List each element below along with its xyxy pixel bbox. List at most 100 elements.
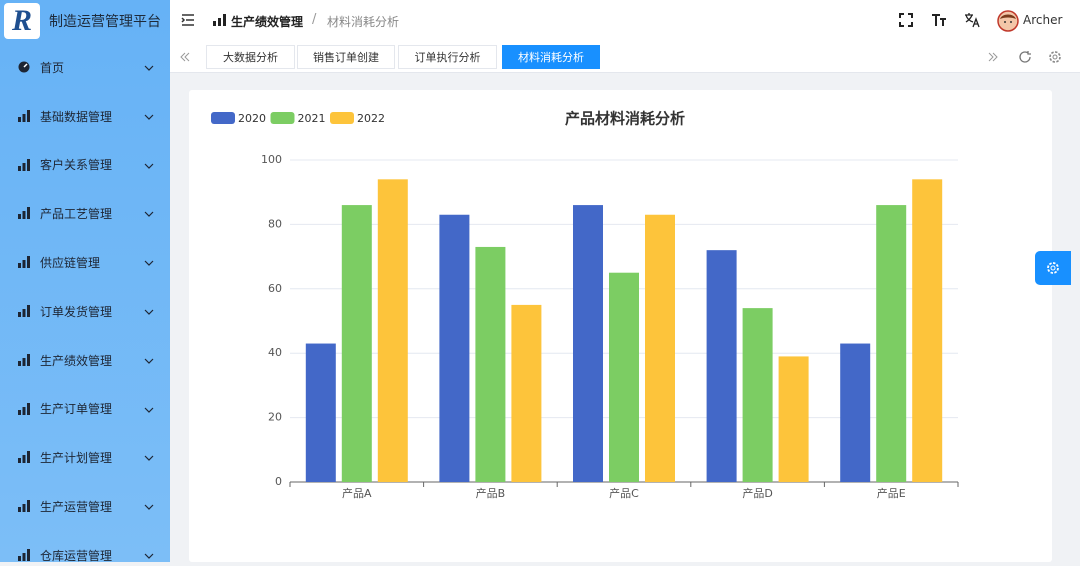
- icon-shape: [22, 309, 26, 317]
- menu-icon: [18, 402, 30, 415]
- scroll-left[interactable]: [179, 51, 191, 63]
- fullscreen-icon[interactable]: [899, 13, 913, 27]
- icon-shape: [144, 553, 154, 559]
- menu-chevron: [144, 407, 154, 413]
- bar: [840, 343, 871, 482]
- bar: [645, 214, 675, 482]
- icon-shape: [27, 500, 30, 513]
- app-title: 制造运营管理平台: [49, 14, 161, 30]
- menu-label: 供应链管理: [40, 256, 101, 271]
- icon-shape: [144, 407, 154, 413]
- icon-shape: [27, 256, 30, 269]
- x-tick-label: 产品B: [476, 486, 506, 500]
- icon-shape: [18, 458, 21, 464]
- menu-icon: [18, 256, 30, 269]
- breadcrumb-item[interactable]: 生产绩效管理: [231, 15, 304, 29]
- font-size-icon[interactable]: [931, 13, 947, 27]
- icon-shape: [27, 158, 30, 171]
- legend-label: 2020: [238, 112, 266, 125]
- icon-shape: [144, 504, 154, 511]
- breadcrumb-icon: [213, 14, 226, 26]
- tab[interactable]: 销售订单创建: [297, 45, 395, 69]
- icon-shape: [144, 309, 154, 315]
- bar: [912, 179, 943, 482]
- settings-button[interactable]: [1035, 251, 1071, 285]
- menu-item[interactable]: 供应链管理: [0, 238, 170, 287]
- menu-item[interactable]: 生产计划管理: [0, 433, 170, 482]
- menu-item[interactable]: 客户关系管理: [0, 141, 170, 190]
- menu-item[interactable]: 首页: [0, 43, 170, 92]
- menu-icon: [18, 61, 30, 73]
- icon-shape: [22, 357, 26, 366]
- icon-shape: [144, 65, 154, 71]
- icon-shape: [18, 214, 21, 220]
- legend-swatch: [330, 112, 354, 124]
- menu-item[interactable]: 生产绩效管理: [0, 336, 170, 385]
- menu-item[interactable]: 基础数据管理: [0, 92, 170, 141]
- bar: [511, 304, 542, 482]
- legend-swatch: [270, 112, 295, 124]
- x-tick-label: 产品E: [877, 486, 906, 500]
- icon-shape: [18, 116, 21, 122]
- icon-shape: [27, 451, 30, 464]
- icon-shape: [27, 305, 30, 317]
- menu-icon: [18, 305, 30, 317]
- tab[interactable]: 大数据分析: [206, 45, 295, 69]
- icon-shape: [27, 109, 30, 122]
- language-icon[interactable]: [964, 12, 980, 28]
- menu-item[interactable]: 订单发货管理: [0, 287, 170, 336]
- menu-label: 生产绩效管理: [40, 353, 113, 368]
- icon-shape: [23, 63, 28, 68]
- y-tick-label: 40: [268, 346, 282, 359]
- bar: [742, 308, 773, 482]
- menu-label: 仓库运营管理: [40, 548, 113, 562]
- menu-label: 基础数据管理: [40, 109, 113, 124]
- refresh-icon[interactable]: [1018, 50, 1032, 64]
- chart-title: 产品材料消耗分析: [565, 110, 685, 128]
- menu-label: 生产计划管理: [40, 451, 113, 466]
- x-tick-label: 产品C: [609, 486, 639, 500]
- bar: [573, 205, 603, 482]
- menu-label: 客户关系管理: [40, 158, 113, 173]
- icon-shape: [22, 162, 26, 171]
- tabs-bar: 大数据分析 销售订单创建 订单执行分析 材料消耗分析: [170, 42, 1080, 73]
- icon-shape: [18, 507, 21, 513]
- header: 生产绩效管理 / 材料消耗分析 Archer: [170, 0, 1080, 43]
- bar: [706, 250, 737, 482]
- menu-label: 生产订单管理: [40, 402, 113, 417]
- legend-swatch: [211, 112, 235, 124]
- menu-icon: [18, 500, 30, 513]
- icon-shape: [144, 455, 154, 462]
- y-tick-label: 20: [268, 411, 282, 424]
- icon-shape: [27, 353, 30, 366]
- icon-shape: [22, 113, 26, 122]
- icon-shape: [27, 549, 30, 561]
- icon-shape: [22, 406, 26, 415]
- username[interactable]: Archer: [1023, 13, 1063, 27]
- icon-shape: [18, 263, 21, 269]
- menu-item[interactable]: 生产订单管理: [0, 385, 170, 434]
- icon-shape: [22, 553, 26, 561]
- bar: [305, 343, 336, 482]
- tab[interactable]: 材料消耗分析: [502, 45, 600, 69]
- tab-settings-icon[interactable]: [1048, 50, 1062, 64]
- menu-chevron: [144, 455, 154, 462]
- menu-item[interactable]: 生产运营管理: [0, 482, 170, 531]
- chart: 产品材料消耗分析 0 20 40 60 80 100 产品A 产品B 产品C 产品D 产品E 2020…: [211, 110, 959, 500]
- avatar[interactable]: [997, 10, 1019, 32]
- menu-chevron: [144, 163, 154, 169]
- menu-item[interactable]: 仓库运营管理: [0, 531, 170, 562]
- menu-chevron: [144, 211, 154, 218]
- logo[interactable]: R: [4, 3, 40, 39]
- bar: [778, 356, 809, 482]
- menu-item[interactable]: 产品工艺管理: [0, 189, 170, 238]
- icon-shape: [22, 504, 26, 513]
- scroll-right[interactable]: [987, 51, 999, 63]
- menu-chevron: [144, 358, 154, 364]
- menu-chevron: [144, 114, 154, 120]
- tab[interactable]: 订单执行分析: [398, 45, 497, 69]
- collapse-icon[interactable]: [181, 13, 195, 27]
- icon-shape: [18, 165, 21, 171]
- menu-icon: [18, 109, 30, 122]
